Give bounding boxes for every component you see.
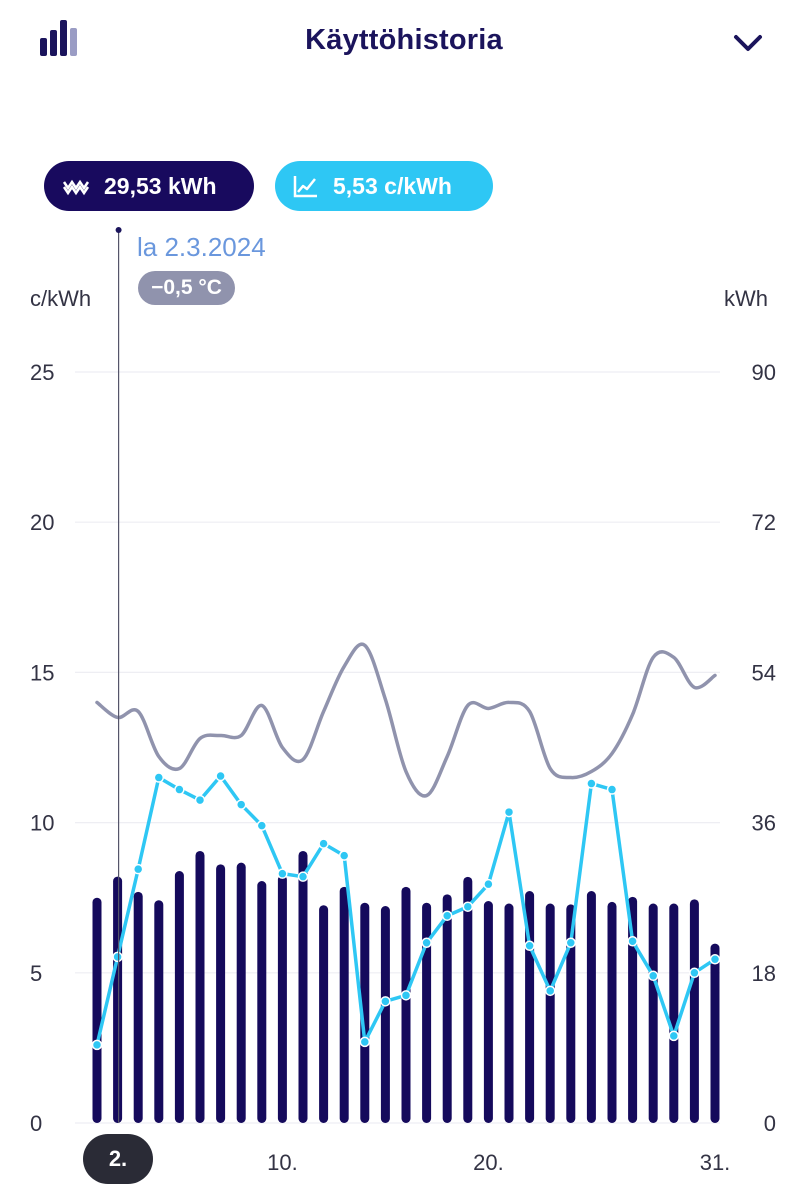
energy-bar[interactable] — [257, 881, 267, 1123]
price-point[interactable] — [318, 838, 329, 849]
energy-bar[interactable] — [586, 891, 596, 1123]
right-axis-tick-label: 54 — [752, 660, 776, 685]
energy-bar[interactable] — [669, 903, 679, 1123]
energy-bar[interactable] — [689, 899, 699, 1123]
energy-bar[interactable] — [174, 870, 184, 1123]
energy-bar[interactable] — [483, 901, 493, 1123]
price-point[interactable] — [668, 1030, 680, 1042]
price-point[interactable] — [627, 936, 638, 947]
energy-bar[interactable] — [216, 864, 226, 1123]
energy-value: 29,53 kWh — [104, 172, 217, 199]
left-axis-tick-label: 20 — [30, 510, 54, 535]
price-point[interactable] — [256, 820, 268, 831]
price-legend-pill[interactable]: 5,53 c/kWh — [275, 161, 493, 211]
price-point[interactable] — [421, 937, 432, 949]
energy-bar[interactable] — [360, 902, 370, 1123]
left-axis-tick-label: 5 — [30, 961, 42, 986]
price-point[interactable] — [235, 799, 247, 810]
header: Käyttöhistoria — [0, 0, 808, 90]
energy-bar[interactable] — [277, 875, 287, 1123]
energy-bar[interactable] — [463, 876, 473, 1123]
price-point[interactable] — [606, 784, 618, 795]
energy-legend-pill[interactable]: 29,53 kWh — [44, 161, 254, 211]
price-point[interactable] — [483, 878, 494, 890]
price-point[interactable] — [380, 996, 391, 1007]
price-point[interactable] — [132, 863, 144, 875]
price-value: 5,53 c/kWh — [333, 172, 452, 199]
right-axis-tick-label: 18 — [752, 961, 776, 986]
price-point[interactable] — [297, 871, 309, 882]
energy-waves-icon — [62, 179, 90, 196]
price-point[interactable] — [586, 778, 597, 789]
energy-bar[interactable] — [133, 891, 143, 1123]
right-axis-unit: kWh — [724, 286, 768, 311]
price-point[interactable] — [462, 901, 474, 912]
energy-bar[interactable] — [195, 850, 205, 1123]
price-point[interactable] — [338, 850, 350, 861]
energy-bar[interactable] — [236, 862, 246, 1123]
x-axis-tick-label: 20. — [473, 1150, 504, 1175]
price-point[interactable] — [503, 806, 515, 818]
energy-bar[interactable] — [545, 903, 555, 1123]
x-axis-tick-label: 31. — [700, 1150, 731, 1175]
price-point[interactable] — [91, 1039, 103, 1051]
price-point[interactable] — [112, 951, 123, 963]
price-point[interactable] — [277, 868, 288, 879]
temperature-line — [95, 642, 717, 798]
left-axis-tick-label: 10 — [30, 811, 54, 836]
price-point[interactable] — [524, 940, 535, 952]
energy-bar[interactable] — [380, 906, 390, 1123]
left-axis-tick-label: 25 — [30, 360, 54, 385]
page-title: Käyttöhistoria — [305, 24, 503, 56]
energy-bar[interactable] — [92, 897, 102, 1123]
selected-day-label[interactable]: 2. — [83, 1134, 153, 1184]
left-axis-tick-label: 15 — [30, 660, 54, 685]
left-axis-tick-label: 0 — [30, 1111, 42, 1136]
energy-bar[interactable] — [298, 850, 308, 1123]
energy-bar[interactable] — [648, 903, 658, 1123]
left-axis-unit: c/kWh — [30, 286, 92, 311]
price-point[interactable] — [565, 937, 577, 949]
energy-bar[interactable] — [154, 900, 164, 1123]
price-point[interactable] — [400, 990, 412, 1001]
energy-bar[interactable] — [401, 886, 411, 1123]
temperature-badge: −0,5 °C — [138, 271, 235, 305]
energy-bar[interactable] — [710, 943, 720, 1123]
price-point[interactable] — [647, 970, 659, 982]
energy-bar[interactable] — [504, 903, 514, 1123]
energy-bar[interactable] — [319, 905, 329, 1123]
energy-bar[interactable] — [339, 886, 349, 1123]
energy-bar[interactable] — [113, 876, 123, 1123]
price-point[interactable] — [689, 967, 700, 979]
right-axis-tick-label: 90 — [752, 360, 776, 385]
x-axis-tick-label: 10. — [267, 1150, 298, 1175]
price-point[interactable] — [441, 910, 453, 921]
selection-cursor-dot — [115, 227, 122, 233]
bar-chart-icon[interactable] — [38, 18, 82, 58]
price-point[interactable] — [153, 772, 165, 783]
energy-bar[interactable] — [566, 904, 576, 1123]
right-axis-tick-label: 72 — [752, 510, 776, 535]
line-chart-icon — [293, 176, 317, 198]
price-point[interactable] — [215, 770, 226, 782]
price-point[interactable] — [359, 1036, 371, 1048]
energy-bar[interactable] — [422, 902, 432, 1123]
right-axis-tick-label: 0 — [764, 1111, 776, 1136]
price-point[interactable] — [709, 954, 721, 965]
energy-bar[interactable] — [628, 896, 638, 1123]
price-point[interactable] — [194, 794, 206, 806]
price-point[interactable] — [544, 985, 556, 997]
energy-bar[interactable] — [442, 894, 452, 1123]
price-point[interactable] — [174, 784, 185, 795]
selected-date: la 2.3.2024 — [137, 232, 266, 262]
energy-bar[interactable] — [607, 901, 617, 1123]
chevron-down-icon[interactable] — [728, 28, 768, 58]
right-axis-tick-label: 36 — [752, 811, 776, 836]
